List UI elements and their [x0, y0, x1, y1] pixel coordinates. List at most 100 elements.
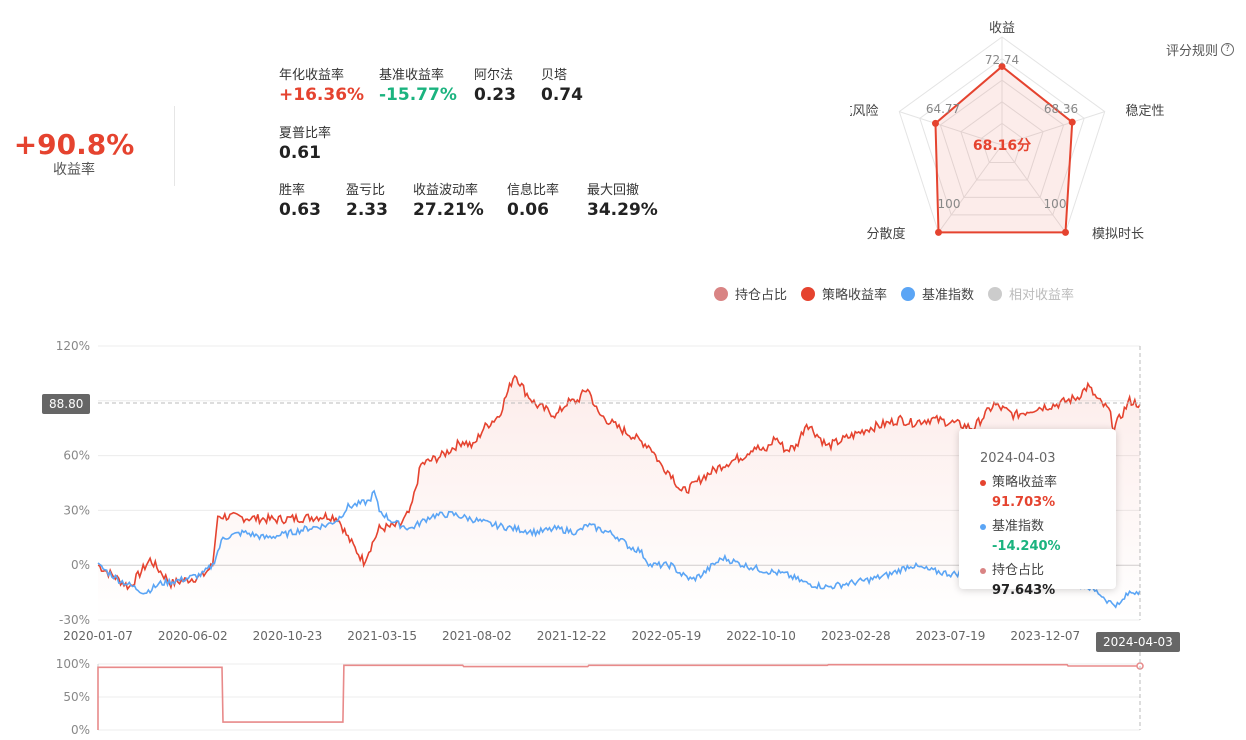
- metric-alpha: 阿尔法 0.23: [474, 68, 516, 106]
- metric-benchmark-return: 基准收益率 -15.77%: [379, 68, 457, 106]
- radar-spoke: [1001, 111, 1105, 146]
- legend-dot: [901, 286, 916, 301]
- radar-spoke: [899, 111, 1003, 146]
- legend-dot: [714, 286, 728, 301]
- y-tick-label: 0%: [71, 723, 90, 737]
- x-tick-label: 2021-12-22: [537, 629, 607, 643]
- metric-value: -15.77%: [379, 85, 457, 105]
- tooltip-series-name: 持仓占比: [992, 563, 1045, 578]
- metric-win-rate: 胜率 0.63: [279, 183, 321, 221]
- tooltip-series-value: 91.703%: [992, 495, 1056, 510]
- chart-tooltip: 2024-04-03 策略收益率 91.703% 基准指数 -14.240% 持…: [959, 429, 1116, 598]
- radar-point: [931, 119, 939, 127]
- question-circle-icon: ?: [1221, 43, 1234, 56]
- x-tick-label: 2021-08-02: [442, 629, 512, 643]
- metric-value: 2.33: [346, 200, 388, 220]
- radar-center-score: 68.16分: [973, 138, 1031, 154]
- y-tick-label: 120%: [56, 339, 90, 353]
- legend-label: 持仓占比: [735, 288, 788, 303]
- legend-item-strategy[interactable]: 策略收益率: [801, 284, 887, 303]
- x-tick-label: 2023-07-19: [916, 629, 986, 643]
- x-tick-label: 2020-06-02: [158, 629, 228, 643]
- y-tick-label: -30%: [59, 613, 90, 627]
- divider: [174, 106, 175, 186]
- metric-label: 阿尔法: [474, 68, 514, 83]
- metric-value: 27.21%: [413, 200, 484, 220]
- radar-axis-value: 100: [938, 197, 961, 211]
- x-tick-label: 2020-10-23: [253, 629, 323, 643]
- radar-grid-ring: [960, 101, 1044, 181]
- total-return: +90.8% 收益率: [10, 128, 138, 178]
- radar-point: [935, 228, 943, 236]
- y-tick-label: 60%: [63, 449, 90, 463]
- radar-grid-ring: [919, 57, 1085, 216]
- radar-axis-label: 抗风险: [850, 104, 879, 119]
- tooltip-series-value: -14.240%: [992, 539, 1061, 554]
- radar-point: [1061, 228, 1069, 236]
- radar-axis-value: 100: [1044, 197, 1067, 211]
- y-tick-label: 30%: [63, 503, 90, 517]
- legend-label: 策略收益率: [822, 288, 888, 303]
- x-tick-label: 2023-02-28: [821, 629, 891, 643]
- metric-value: 34.29%: [587, 200, 658, 220]
- radar-axis-label: 稳定性: [1125, 103, 1164, 119]
- metric-value: 0.74: [541, 85, 583, 105]
- total-return-label: 收益率: [53, 162, 95, 178]
- radar-spoke: [1001, 144, 1066, 233]
- tooltip-row-position: 持仓占比: [980, 563, 1116, 579]
- legend-item-position[interactable]: 持仓占比: [714, 284, 787, 303]
- metric-value: 0.61: [279, 143, 321, 163]
- x-tick-label: 2022-10-10: [726, 629, 796, 643]
- radar-grid-ring: [939, 79, 1065, 198]
- radar-axis-label: 分散度: [866, 226, 905, 242]
- radar-point: [998, 62, 1006, 70]
- metric-label: 盈亏比: [346, 183, 386, 198]
- scoring-rules-link[interactable]: 评分规则 ?: [1166, 40, 1234, 59]
- tooltip-series-value: 97.643%: [992, 583, 1056, 598]
- radar-chart: 收益 72.74 稳定性 68.36 模拟时长 100 分散度 100 抗风险 64.77 68.1…: [850, 21, 1165, 242]
- x-tick-label: 2023-12-07: [1010, 629, 1080, 643]
- metric-label: 收益波动率: [413, 183, 479, 198]
- legend-label: 基准指数: [922, 288, 975, 303]
- total-return-value: +90.8%: [13, 128, 135, 161]
- tooltip-date: 2024-04-03: [980, 451, 1056, 466]
- metric-label: 信息比率: [507, 183, 560, 198]
- radar-axis-value: 64.77: [926, 102, 960, 116]
- metric-label: 基准收益率: [379, 68, 445, 83]
- position-line: [97, 663, 1140, 730]
- radar-point: [1068, 118, 1076, 126]
- x-tick-label: 2022-05-19: [631, 629, 701, 643]
- metric-label: 胜率: [279, 183, 306, 198]
- y-tick-label: 100%: [56, 657, 90, 671]
- legend-item-relative[interactable]: 相对收益率: [988, 284, 1074, 303]
- tooltip-series-name: 策略收益率: [992, 475, 1058, 490]
- position-line-chart[interactable]: 100% 50% 0%: [0, 652, 1246, 740]
- metric-max-drawdown: 最大回撤 34.29%: [587, 183, 658, 221]
- radar-axis-value: 68.36: [1044, 102, 1078, 116]
- x-tick-label: 2020-01-07: [63, 629, 133, 643]
- x-tick-label: 2021-03-15: [347, 629, 417, 643]
- metric-value: 0.23: [474, 85, 516, 105]
- returns-line-chart[interactable]: 120% 60% 30% 0% -30% 2020-01-07 2020-06-02 2020…: [0, 330, 1246, 650]
- legend-dot: [988, 286, 1003, 301]
- radar-axis-value: 72.74: [985, 53, 1019, 67]
- radar-axis-label: 收益: [989, 21, 1015, 36]
- strategy-area: [98, 375, 1140, 620]
- metric-beta: 贝塔 0.74: [541, 68, 583, 106]
- radar-grid-ring: [980, 122, 1024, 163]
- metric-annual-return: 年化收益率 +16.36%: [279, 68, 364, 106]
- tooltip-row-strategy: 策略收益率: [980, 475, 1116, 491]
- tooltip-series-name: 基准指数: [992, 519, 1045, 534]
- radar-axis-label: 模拟时长: [1092, 227, 1144, 242]
- legend-dot: [801, 286, 816, 301]
- metric-value: +16.36%: [279, 85, 365, 105]
- tooltip-dot: [980, 524, 986, 530]
- metric-profit-loss-ratio: 盈亏比 2.33: [346, 183, 388, 221]
- crosshair-y-tag: 88.80: [42, 394, 91, 414]
- metric-information-ratio: 信息比率 0.06: [507, 183, 559, 221]
- radar-spoke: [938, 144, 1003, 233]
- metric-label: 年化收益率: [279, 68, 345, 83]
- strategy-line: [97, 374, 1141, 591]
- legend-item-benchmark[interactable]: 基准指数: [901, 284, 974, 303]
- tooltip-dot: [980, 568, 986, 574]
